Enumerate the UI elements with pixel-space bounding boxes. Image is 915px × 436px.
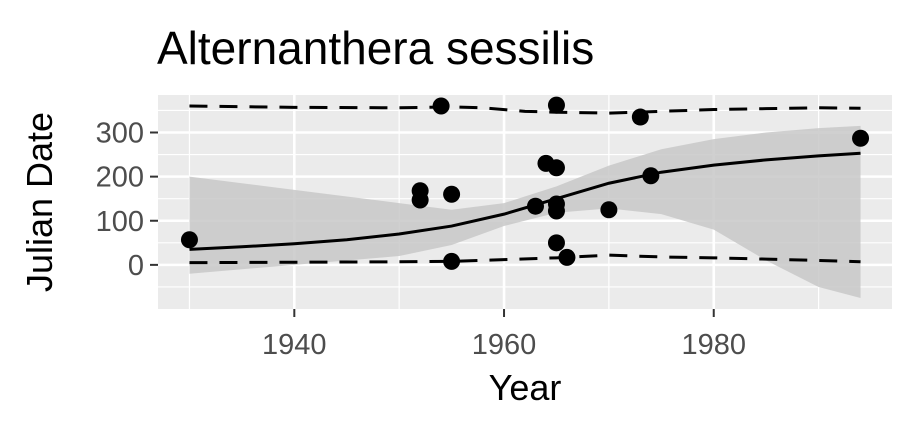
y-tick-label: 100	[96, 206, 144, 238]
data-point	[547, 234, 565, 252]
x-tick-label: 1980	[681, 329, 746, 361]
y-axis-title: Julian Date	[19, 112, 60, 292]
data-point	[526, 197, 544, 215]
data-point	[180, 231, 198, 249]
data-point	[443, 185, 461, 203]
data-point	[547, 202, 565, 220]
y-axis: 0 100 200 300	[96, 118, 158, 282]
data-point	[852, 129, 870, 147]
lower-quantile-line	[189, 253, 861, 265]
chart-title: Alternanthera sessilis	[157, 22, 594, 74]
data-point	[432, 97, 450, 115]
data-point	[631, 108, 649, 126]
data-point	[558, 248, 576, 266]
data-point	[642, 167, 660, 185]
y-tick-label: 300	[96, 118, 144, 150]
x-tick-label: 1940	[262, 329, 327, 361]
data-point	[547, 96, 565, 114]
y-tick-label: 0	[128, 250, 144, 282]
points-group	[180, 96, 870, 270]
x-tick-label: 1960	[472, 329, 537, 361]
data-point	[443, 252, 461, 270]
x-axis: 1940 1960 1980	[262, 309, 746, 361]
y-tick-label: 200	[96, 162, 144, 194]
data-point	[547, 159, 565, 177]
x-axis-title: Year	[489, 367, 562, 408]
data-point	[411, 191, 429, 209]
data-point	[600, 201, 618, 219]
